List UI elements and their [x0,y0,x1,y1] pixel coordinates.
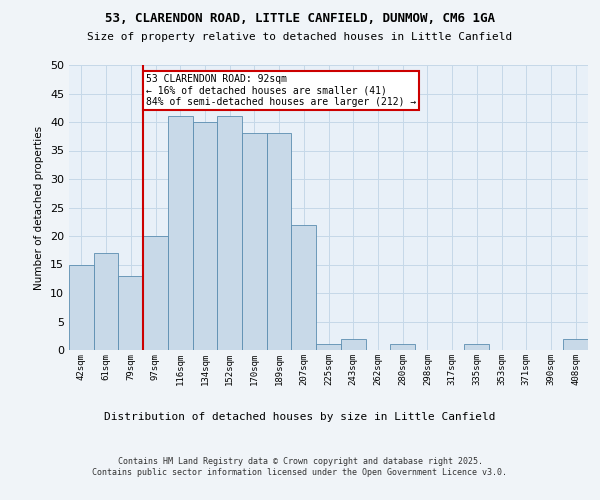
Bar [168,116,193,350]
Bar [390,344,415,350]
Bar [242,134,267,350]
Text: Size of property relative to detached houses in Little Canfield: Size of property relative to detached ho… [88,32,512,42]
Bar [69,264,94,350]
Bar [143,236,168,350]
Text: Distribution of detached houses by size in Little Canfield: Distribution of detached houses by size … [104,412,496,422]
Text: Contains HM Land Registry data © Crown copyright and database right 2025.
Contai: Contains HM Land Registry data © Crown c… [92,458,508,477]
Bar [94,253,118,350]
Text: 53 CLARENDON ROAD: 92sqm
← 16% of detached houses are smaller (41)
84% of semi-d: 53 CLARENDON ROAD: 92sqm ← 16% of detach… [146,74,416,107]
Bar [292,224,316,350]
Bar [563,338,588,350]
Bar [341,338,365,350]
Bar [464,344,489,350]
Bar [193,122,217,350]
Text: 53, CLARENDON ROAD, LITTLE CANFIELD, DUNMOW, CM6 1GA: 53, CLARENDON ROAD, LITTLE CANFIELD, DUN… [105,12,495,26]
Bar [316,344,341,350]
Bar [217,116,242,350]
Y-axis label: Number of detached properties: Number of detached properties [34,126,44,290]
Bar [118,276,143,350]
Bar [267,134,292,350]
